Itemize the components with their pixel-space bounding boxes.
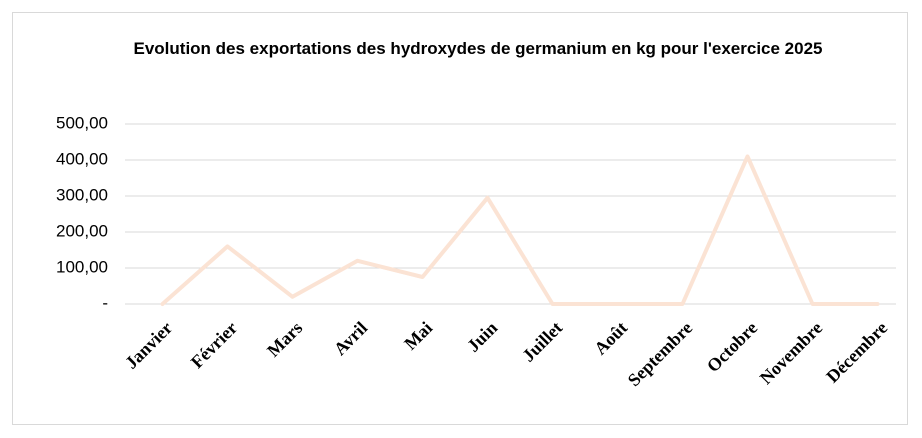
y-tick-label: 200,00 [56,221,108,240]
data-line [160,154,880,306]
y-tick-label: - [102,293,108,312]
y-tick-label: 500,00 [56,113,108,132]
chart-border [12,12,908,425]
y-tick-label: 100,00 [56,257,108,276]
y-tick-label: 400,00 [56,149,108,168]
chart-title: Evolution des exportations des hydroxyde… [133,39,823,58]
y-tick-label: 300,00 [56,185,108,204]
